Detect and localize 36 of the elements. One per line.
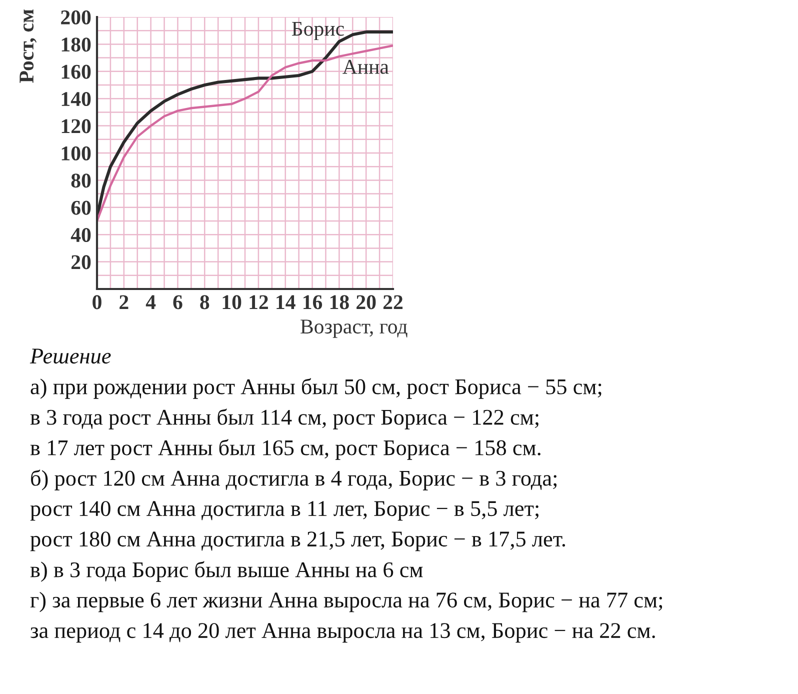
y-tick-label: 20 <box>71 255 91 270</box>
y-tick-label: 140 <box>62 92 91 106</box>
y-tick-label: 100 <box>62 146 91 160</box>
text: в 3 года рост Анны был 114 см, рост Бориса − 122 см; <box>30 408 538 430</box>
x-tick-label: 16 <box>304 295 322 310</box>
text: за период с 14 до 20 лет Анна выросла на 13 см, Борис − на 22 см. <box>30 623 655 643</box>
x-tick-label: 6 <box>173 295 182 310</box>
y-tick-label: 200 <box>61 10 91 24</box>
text: а) при рождении рост Анны был 50 см, рост Бориса − 55 см; <box>30 378 602 399</box>
series-label: Анна <box>342 60 389 74</box>
x-tick-label: 18 <box>330 295 349 310</box>
x-tick-label: 2 <box>120 295 128 310</box>
x-tick-label: 10 <box>222 295 242 310</box>
text: Решение <box>30 348 111 364</box>
x-tick-label: 8 <box>200 295 210 310</box>
y-axis-title: Рост, см <box>20 9 37 83</box>
y-tick-label: 80 <box>71 174 91 188</box>
y-tick-label: 40 <box>70 228 91 242</box>
x-tick-label: 20 <box>356 295 376 310</box>
series-label: Борис <box>292 22 344 40</box>
x-tick-label: 4 <box>146 295 156 310</box>
y-tick-label: 120 <box>62 119 91 134</box>
text: г) за первые 6 лет жизни Анна выросла на 76 см, Борис − на 77 см; <box>30 592 662 612</box>
x-tick-label: 22 <box>383 295 403 310</box>
x-axis-title: Возраст, год <box>300 320 408 338</box>
text: рост 180 см Анна достигла в 21,5 лет, Борис − в 17,5 лет. <box>30 532 566 552</box>
x-tick-label: 14 <box>276 295 296 310</box>
x-tick-label: 0 <box>92 295 102 310</box>
y-tick-label: 180 <box>62 38 91 52</box>
y-tick-label: 60 <box>71 200 91 215</box>
text: в) в 3 года Борис был выше Анны на 6 см <box>30 561 423 582</box>
y-tick-label: 160 <box>62 64 91 79</box>
x-tick-label: 12 <box>250 295 268 310</box>
text: в 17 лет рост Анны был 165 см, рост Бориса − 158 см. <box>30 439 540 460</box>
text: рост 140 см Анна достигла в 11 лет, Борис − в 5,5 лет; <box>30 501 538 521</box>
text: б) рост 120 см Анна достигла в 4 года, Борис − в 3 года; <box>31 470 557 490</box>
